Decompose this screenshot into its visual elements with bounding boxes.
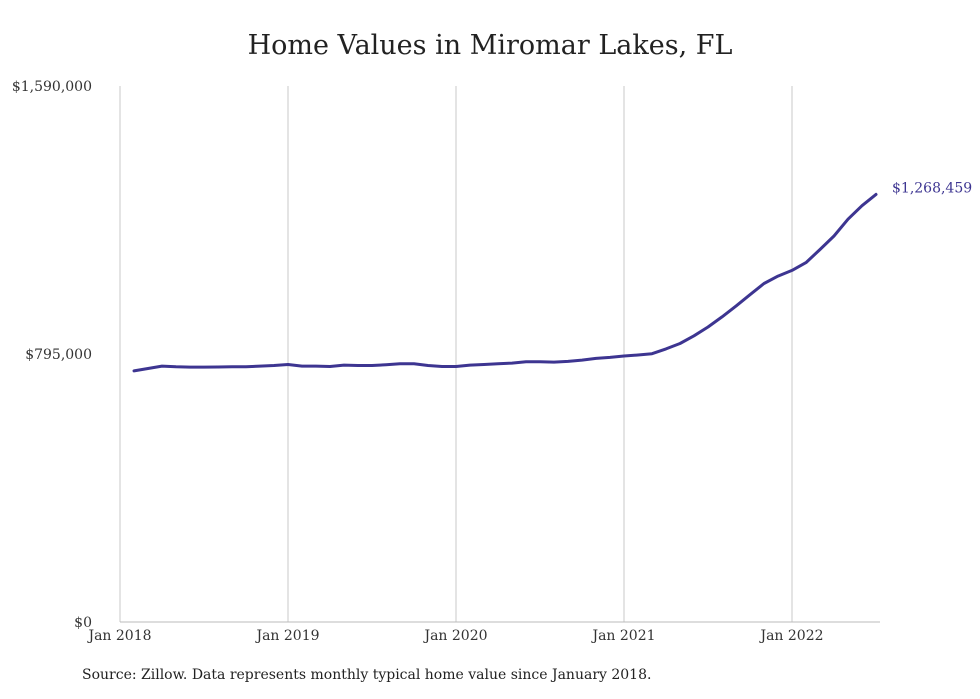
y-axis-ticks: $0 $795,000 $1,590,000 xyxy=(12,79,92,631)
x-tick-label: Jan 2019 xyxy=(254,628,319,644)
chart-title: Home Values in Miromar Lakes, FL xyxy=(247,30,733,61)
y-tick-label: $1,590,000 xyxy=(12,79,92,95)
y-tick-label: $795,000 xyxy=(25,347,92,363)
y-tick-label: $0 xyxy=(74,615,92,631)
x-axis-ticks: Jan 2018 Jan 2019 Jan 2020 Jan 2021 Jan 2022 xyxy=(86,628,823,644)
x-tick-label: Jan 2018 xyxy=(86,628,151,644)
x-tick-label: Jan 2021 xyxy=(590,628,655,644)
x-tick-label: Jan 2022 xyxy=(758,628,823,644)
source-note: Source: Zillow. Data represents monthly … xyxy=(82,667,652,683)
gridlines xyxy=(119,86,793,622)
x-tick-label: Jan 2020 xyxy=(422,628,487,644)
series-line xyxy=(132,192,878,373)
end-value-label: $1,268,459 xyxy=(892,180,972,196)
